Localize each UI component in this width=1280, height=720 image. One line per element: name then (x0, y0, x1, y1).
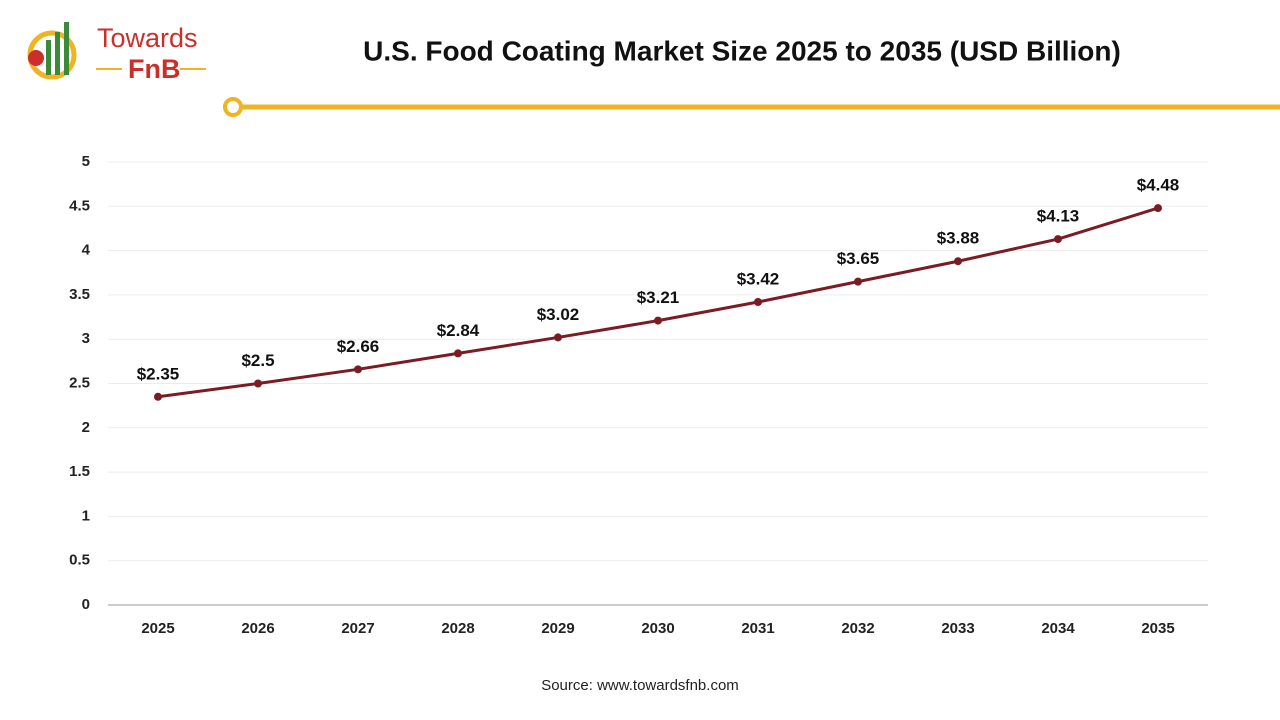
logo-bar (46, 40, 51, 75)
data-label: $4.13 (1037, 207, 1080, 226)
x-tick-label: 2028 (441, 620, 474, 637)
x-tick-label: 2035 (1141, 620, 1174, 637)
data-label: $3.42 (737, 269, 780, 288)
logo-text: Towards (97, 23, 198, 53)
x-tick-label: 2029 (541, 620, 574, 637)
x-tick-label: 2026 (241, 620, 274, 637)
x-tick-label: 2034 (1041, 620, 1075, 637)
data-point (1054, 235, 1062, 244)
data-label: $2.5 (241, 351, 274, 370)
data-label: $3.02 (537, 305, 580, 324)
x-tick-label: 2032 (841, 620, 874, 637)
header-rule-dot (223, 97, 243, 117)
y-tick-label: 2.5 (69, 374, 90, 391)
data-point (454, 349, 462, 358)
y-tick-label: 3 (82, 330, 90, 347)
source-note: Source: www.towardsfnb.com (541, 677, 739, 694)
logo-bar (55, 32, 60, 75)
data-label: $3.88 (937, 229, 980, 248)
y-tick-label: 4.5 (69, 197, 90, 214)
data-label: $4.48 (1137, 176, 1180, 195)
x-tick-label: 2030 (641, 620, 674, 637)
logo-text: FnB (128, 54, 180, 84)
data-point (854, 277, 862, 286)
data-label: $3.65 (837, 249, 880, 268)
x-tick-label: 2033 (941, 620, 974, 637)
y-tick-label: 3.5 (69, 286, 90, 303)
y-tick-label: 4 (82, 242, 91, 259)
logo-bar (64, 22, 69, 75)
data-point (354, 365, 362, 374)
logo: Towards FnB (27, 22, 206, 84)
y-tick-label: 2 (82, 419, 90, 436)
data-point (954, 257, 962, 266)
data-point (554, 333, 562, 342)
data-point (154, 392, 162, 401)
y-tick-label: 0.5 (69, 552, 90, 569)
data-point (1154, 204, 1162, 213)
data-label: $2.35 (137, 364, 180, 383)
y-tick-label: 1.5 (69, 463, 90, 480)
logo-dot (28, 50, 44, 66)
data-point (754, 297, 762, 306)
data-label: $2.66 (337, 337, 380, 356)
data-point (654, 316, 662, 325)
y-tick-label: 0 (82, 596, 90, 613)
x-tick-label: 2027 (341, 620, 374, 637)
chart-title: U.S. Food Coating Market Size 2025 to 20… (363, 35, 1121, 66)
data-label: $3.21 (637, 288, 680, 307)
y-tick-label: 1 (82, 507, 90, 524)
x-tick-label: 2025 (141, 620, 174, 637)
data-label: $2.84 (437, 321, 480, 340)
x-tick-label: 2031 (741, 620, 774, 637)
y-tick-label: 5 (82, 153, 90, 170)
data-point (254, 379, 262, 388)
